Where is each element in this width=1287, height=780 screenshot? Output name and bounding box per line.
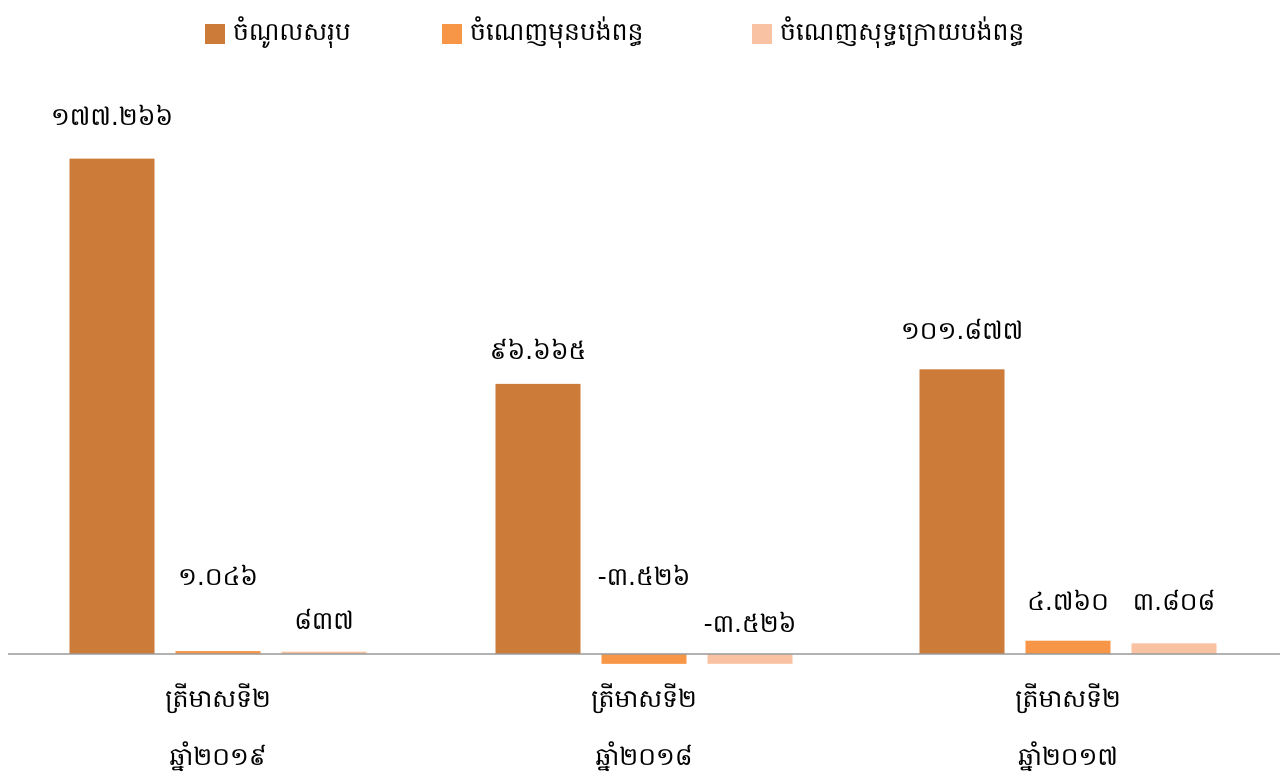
data-label: ១៧៧.២៦៦ <box>51 102 173 131</box>
data-label: ១.០៤៦ <box>178 562 258 591</box>
data-label: ១០១.៨៧៧ <box>901 316 1023 345</box>
data-label: ៤.៧៦០ <box>1027 587 1109 616</box>
bar <box>495 383 581 654</box>
bar <box>281 651 367 654</box>
bar <box>919 369 1005 654</box>
legend-swatch <box>205 24 225 44</box>
bar <box>1025 640 1111 654</box>
data-label: ៣.៨០៨ <box>1133 587 1215 616</box>
bar <box>707 654 793 664</box>
x-tick-label: ត្រីមាសទី២ <box>165 683 271 714</box>
x-tick-label: ឆ្នាំ២០១៩ <box>169 741 266 772</box>
legend-label: ចំណូលសរុប <box>233 16 351 48</box>
x-tick-label: ឆ្នាំ២០១៧ <box>1018 741 1118 772</box>
data-label: ៩៦.៦៦៥ <box>490 336 586 365</box>
x-tick-label: ត្រីមាសទី២ <box>591 683 697 714</box>
legend-swatch <box>442 24 462 44</box>
legend-swatch <box>752 24 772 44</box>
legend-label: ចំណេញមុនបង់ពន្ធ <box>470 16 643 48</box>
x-tick-label: ត្រីមាសទី២ <box>1015 683 1121 714</box>
legend-label: ចំណេញសុទ្ធក្រោយបង់ពន្ធ <box>780 16 1024 48</box>
x-tick-label: ឆ្នាំ២០១៨ <box>595 741 692 772</box>
data-label: -៣.៥២៦ <box>598 562 691 591</box>
bar <box>601 654 687 664</box>
data-label: ៨៣៧ <box>294 606 354 635</box>
data-label: -៣.៥២៦ <box>704 609 797 638</box>
bar <box>175 651 261 654</box>
bar <box>1131 643 1217 654</box>
bar <box>69 158 155 654</box>
